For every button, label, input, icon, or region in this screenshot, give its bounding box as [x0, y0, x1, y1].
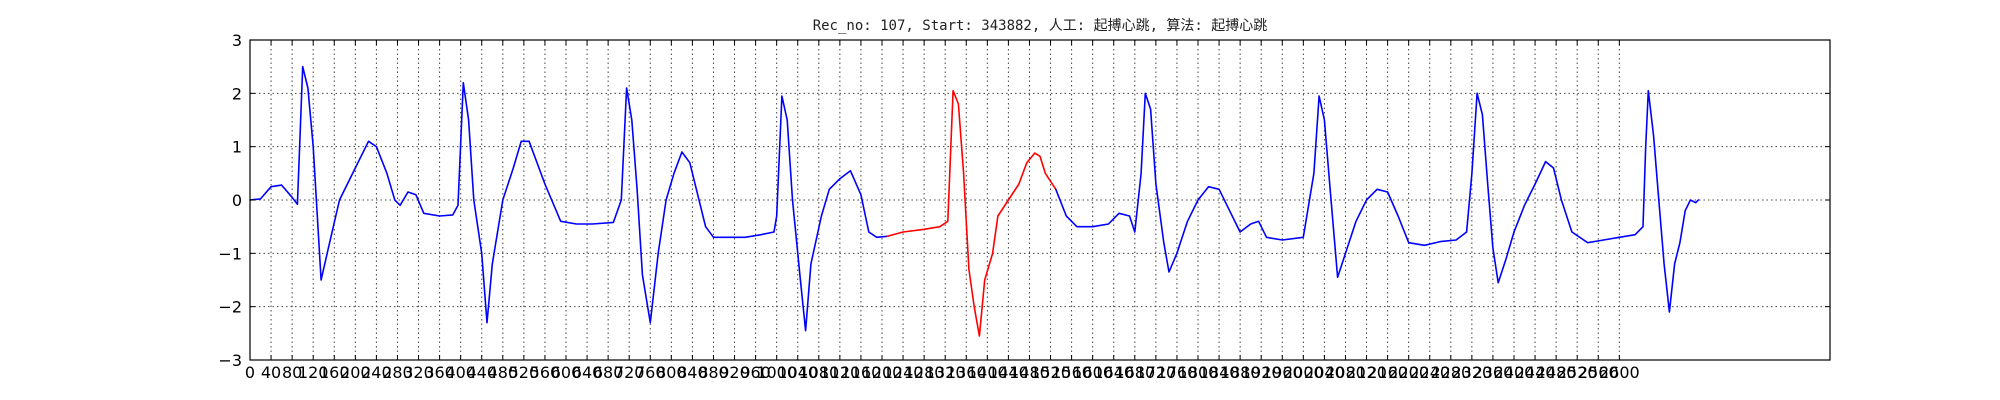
y-tick-label: −1 [218, 244, 242, 263]
x-tick-label: 400 [445, 363, 476, 382]
x-tick-label: 1240 [883, 363, 924, 382]
x-tick-label: 2320 [1452, 363, 1493, 382]
ecg-series-line-2 [1055, 89, 1700, 313]
x-tick-label: 1520 [1030, 363, 1071, 382]
x-tick-label: 2480 [1536, 363, 1577, 382]
x-tick-label: 1600 [1072, 363, 1113, 382]
y-tick-label: 3 [232, 31, 242, 50]
grid-layer [250, 40, 1830, 360]
ecg-series-line-0 [249, 65, 889, 332]
x-tick-label: 1160 [841, 363, 882, 382]
x-tick-label: 1760 [1157, 363, 1198, 382]
x-tick-label: 1360 [946, 363, 987, 382]
x-tick-label: 2440 [1515, 363, 1556, 382]
x-tick-label: 1720 [1136, 363, 1177, 382]
x-tick-label: 360 [424, 363, 455, 382]
y-tick-label: 0 [232, 191, 242, 210]
chart-title: Rec_no: 107, Start: 343882, 人工: 起搏心跳, 算法… [813, 17, 1268, 34]
x-tick-label: 1440 [988, 363, 1029, 382]
ecg-series-line-1 [886, 89, 1057, 337]
x-tick-label: 2600 [1599, 363, 1640, 382]
x-tick-label: 2400 [1494, 363, 1535, 382]
x-tick-label: 80 [282, 363, 302, 382]
x-tick-label: 120 [298, 363, 329, 382]
x-tick-label: 840 [677, 363, 708, 382]
x-tick-label: 2560 [1578, 363, 1619, 382]
x-tick-label: 880 [698, 363, 729, 382]
x-tick-label: 1000 [756, 363, 797, 382]
x-tick-label: 1280 [904, 363, 945, 382]
x-tick-label: 240 [361, 363, 392, 382]
x-tick-label: 160 [319, 363, 350, 382]
x-tick-label: 1960 [1262, 363, 1303, 382]
x-tick-label: 1040 [777, 363, 818, 382]
x-tick-label: 0 [245, 363, 255, 382]
x-tick-label: 1800 [1178, 363, 1219, 382]
x-tick-label: 1120 [820, 363, 861, 382]
x-tick-label: 320 [403, 363, 434, 382]
x-tick-label: 200 [340, 363, 371, 382]
x-tick-label: 2000 [1283, 363, 1324, 382]
x-tick-label: 800 [656, 363, 687, 382]
x-tick-label: 2120 [1346, 363, 1387, 382]
x-tick-label: 1680 [1114, 363, 1155, 382]
x-tick-label: 2200 [1388, 363, 1429, 382]
x-tick-label: 680 [593, 363, 624, 382]
x-tick-label: 1880 [1220, 363, 1261, 382]
x-tick-label: 1560 [1051, 363, 1092, 382]
y-tick-label: −3 [218, 351, 242, 370]
x-tick-label: 440 [466, 363, 497, 382]
y-tick-label: 2 [232, 84, 242, 103]
x-tick-label: 2520 [1557, 363, 1598, 382]
y-tick-label: −2 [218, 298, 242, 317]
x-tick-label: 40 [261, 363, 281, 382]
x-tick-label: 640 [572, 363, 603, 382]
x-tick-label: 1080 [798, 363, 839, 382]
x-tick-label: 1840 [1199, 363, 1240, 382]
x-tick-label: 960 [740, 363, 771, 382]
x-tick-label: 280 [382, 363, 413, 382]
x-tick-label: 920 [719, 363, 750, 382]
x-tick-label: 600 [551, 363, 582, 382]
x-tick-label: 2040 [1304, 363, 1345, 382]
x-tick-label: 560 [530, 363, 561, 382]
x-tick-label: 1920 [1241, 363, 1282, 382]
x-tick-label: 1320 [925, 363, 966, 382]
x-tick-label: 1480 [1009, 363, 1050, 382]
y-axis-ticks: −3 −2 −1 0 1 2 3 [218, 31, 1830, 370]
x-tick-label: 2080 [1325, 363, 1366, 382]
x-tick-label: 2240 [1409, 363, 1450, 382]
x-tick-label: 1640 [1093, 363, 1134, 382]
x-tick-label: 720 [614, 363, 645, 382]
x-tick-label: 2360 [1473, 363, 1514, 382]
x-tick-label: 2280 [1430, 363, 1471, 382]
x-tick-label: 520 [509, 363, 540, 382]
series-layer [249, 65, 1700, 337]
x-tick-label: 1200 [862, 363, 903, 382]
x-tick-label: 760 [635, 363, 666, 382]
x-tick-label: 1400 [967, 363, 1008, 382]
x-tick-label: 2160 [1367, 363, 1408, 382]
x-tick-label: 480 [488, 363, 519, 382]
x-axis-ticks: 0 40 8012016020024028032036040044048052056… [245, 40, 1640, 382]
y-tick-label: 1 [232, 138, 242, 157]
